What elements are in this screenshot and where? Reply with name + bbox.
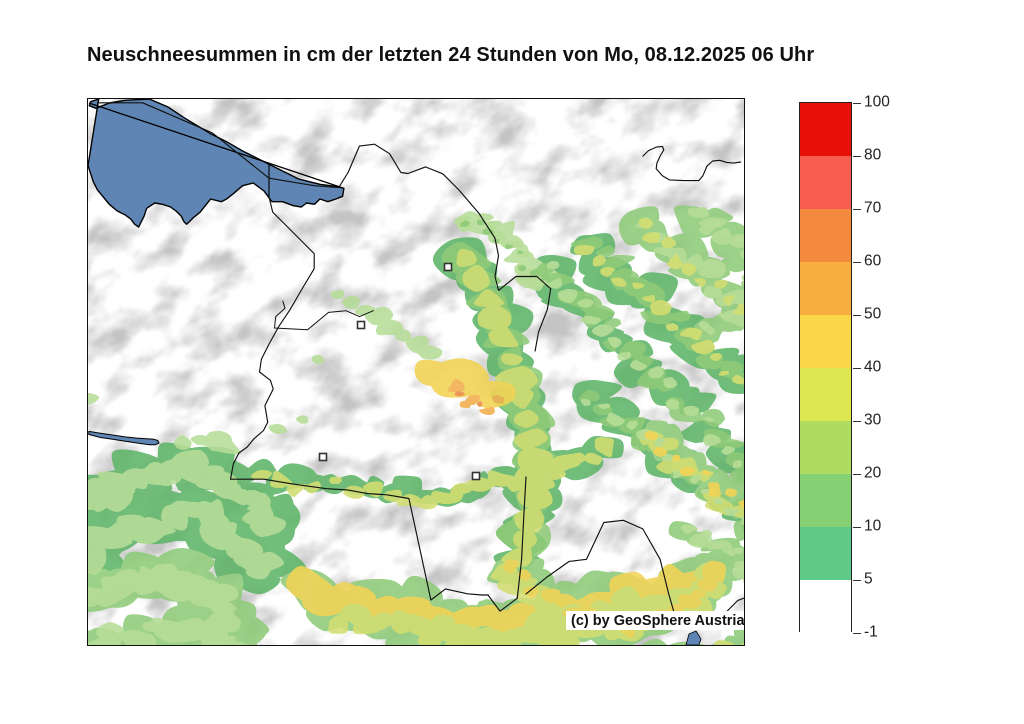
svg-text:(c) by GeoSphere Austria: (c) by GeoSphere Austria bbox=[571, 613, 744, 629]
